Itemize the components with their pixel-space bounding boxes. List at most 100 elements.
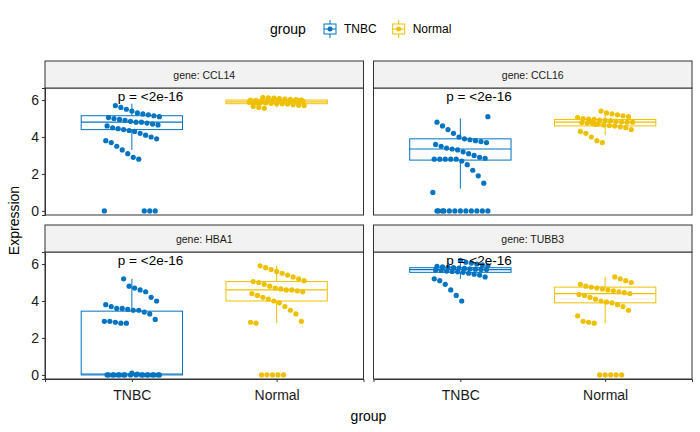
y-tick-label: 6 [31, 256, 39, 272]
marks [81, 263, 327, 377]
point [441, 208, 446, 213]
point [260, 95, 265, 100]
point [122, 372, 127, 377]
point [125, 151, 130, 156]
point [143, 289, 148, 294]
y-tick: 0 [31, 367, 45, 383]
y-tick-label: 0 [31, 367, 39, 383]
point [142, 309, 147, 314]
whisker-lower [276, 301, 277, 323]
point [127, 128, 132, 133]
point [125, 307, 130, 312]
point [248, 320, 253, 325]
point [614, 119, 619, 124]
y-tick: 2 [31, 166, 45, 182]
point [109, 140, 114, 145]
point [576, 292, 581, 297]
point [124, 107, 129, 112]
point [128, 119, 133, 124]
point [262, 282, 267, 287]
point [466, 151, 471, 156]
point [129, 370, 134, 375]
point [295, 98, 300, 103]
point [436, 208, 441, 213]
point [284, 287, 289, 292]
point [144, 121, 149, 126]
point [598, 298, 603, 303]
y-tick-label: 2 [31, 330, 39, 346]
box [81, 104, 182, 150]
point [277, 300, 282, 305]
point [616, 289, 621, 294]
x-tick: TNBC [442, 379, 480, 403]
point [433, 142, 438, 147]
y-tick: 6 [31, 92, 45, 108]
point [147, 208, 152, 213]
point [275, 372, 280, 377]
box [226, 266, 327, 323]
point [151, 113, 156, 118]
point [154, 298, 159, 303]
point [295, 288, 300, 293]
point [127, 284, 132, 289]
point [612, 123, 617, 128]
legend-label: TNBC [344, 22, 377, 36]
point [260, 295, 265, 300]
point [629, 280, 634, 285]
point [630, 120, 635, 125]
point [450, 146, 455, 151]
point [454, 293, 459, 298]
point [256, 280, 261, 285]
point [582, 293, 587, 298]
y-axis-title: Expression [6, 186, 22, 255]
legend-item: Normal [393, 20, 452, 38]
point [280, 271, 285, 276]
point [432, 276, 437, 281]
box-body [226, 282, 327, 301]
point [605, 287, 610, 292]
point [440, 123, 445, 128]
panel: p = <2e-160246 [31, 88, 363, 219]
x-axis-title: group [351, 408, 387, 424]
legend-label: Normal [413, 22, 452, 36]
point [153, 208, 158, 213]
points [102, 103, 162, 214]
point [133, 120, 138, 125]
point [147, 311, 152, 316]
point [620, 113, 625, 118]
whisker-upper [605, 277, 606, 287]
point [140, 372, 145, 377]
point [432, 157, 437, 162]
points [430, 114, 490, 213]
point [149, 295, 154, 300]
strip-title: gene: TUBB3 [501, 233, 564, 245]
whisker-lower [605, 303, 606, 323]
point [114, 306, 119, 311]
point [110, 125, 115, 130]
strip [45, 225, 364, 252]
point [440, 264, 445, 269]
point [623, 125, 628, 130]
x-axis: TNBC Normal [374, 379, 693, 403]
plot-background [374, 88, 693, 215]
y-axis: 0 2 4 6 [31, 253, 45, 383]
point [609, 300, 614, 305]
panel: p = <2e-16TNBCNormal [374, 252, 693, 403]
point [472, 153, 477, 158]
point [476, 173, 481, 178]
point [285, 273, 290, 278]
point [150, 121, 155, 126]
point [598, 109, 603, 114]
tick-mark [42, 137, 45, 138]
point [593, 297, 598, 302]
y-tick-label: 4 [31, 293, 39, 309]
point [131, 308, 136, 313]
strip [374, 61, 693, 88]
tick-mark [605, 379, 606, 382]
box-body [410, 139, 511, 160]
point [597, 372, 602, 377]
point [618, 124, 623, 129]
x-tick-label: TNBC [113, 387, 151, 403]
x-tick-label: Normal [583, 387, 628, 403]
point [117, 372, 122, 377]
